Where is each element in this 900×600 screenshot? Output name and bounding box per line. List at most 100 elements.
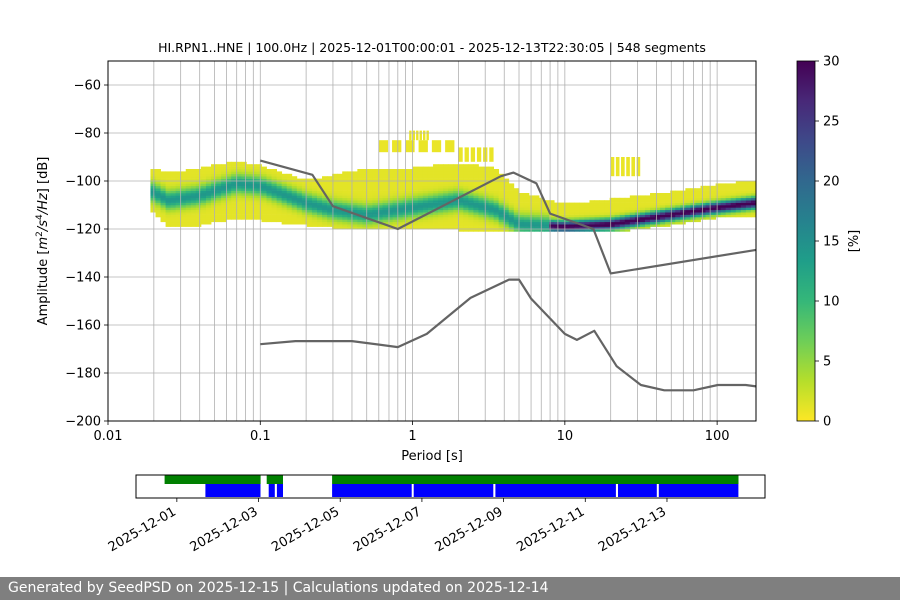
heatmap-cell: [261, 212, 267, 215]
heatmap-cell: [271, 207, 278, 211]
heatmap-cell: [327, 217, 333, 220]
heatmap-cell: [251, 205, 257, 208]
heatmap-cell: [291, 219, 298, 223]
heatmap-cell: [710, 214, 717, 218]
heatmap-cell: [387, 183, 394, 187]
heatmap-cell: [372, 214, 378, 218]
heatmap-cell: [367, 193, 373, 196]
heatmap-cell: [639, 219, 646, 223]
heatmap-cell: [276, 183, 283, 187]
heatmap-cell: [518, 224, 525, 227]
heatmap-cell: [523, 207, 530, 211]
heatmap-cell: [493, 195, 500, 199]
heatmap-cell: [175, 224, 182, 227]
heatmap-cell: [433, 183, 439, 187]
heatmap-cell: [675, 197, 681, 201]
heatmap-cell: [170, 214, 177, 218]
heatmap-cell: [427, 195, 434, 199]
heatmap-cell: [675, 193, 681, 196]
heatmap-cell: [503, 205, 510, 208]
heatmap-cell: [528, 197, 535, 201]
heatmap-cell: [190, 217, 197, 220]
heatmap-cell: [407, 224, 414, 227]
heatmap-cell: [306, 190, 313, 194]
heatmap-cell: [695, 193, 701, 196]
heatmap-cell: [170, 188, 177, 191]
heatmap-cell: [438, 183, 444, 187]
heatmap-cell: [155, 195, 161, 199]
heatmap-cell: [508, 219, 515, 223]
heatmap-cell: [211, 217, 217, 220]
heatmap-cell: [478, 173, 484, 177]
heatmap-cell: [397, 219, 404, 223]
heatmap-cell: [190, 178, 197, 182]
heatmap-cell: [579, 221, 585, 225]
heatmap-cell: [468, 188, 474, 191]
heatmap-cell: [685, 207, 691, 211]
heatmap-cell: [216, 181, 222, 184]
heatmap-cell: [498, 183, 505, 187]
heatmap-cell: [150, 188, 156, 191]
heatmap-cell: [392, 217, 399, 220]
heatmap-cell: [750, 212, 757, 215]
heatmap-cell: [685, 188, 691, 191]
heatmap-cell: [195, 173, 202, 177]
heatmap-cell: [503, 200, 510, 203]
heatmap-cell: [427, 205, 434, 208]
x-tick-label: 0.1: [250, 429, 271, 444]
heatmap-cell: [433, 221, 439, 225]
heatmap-cell: [412, 209, 419, 213]
heatmap-cell: [675, 200, 681, 203]
heatmap-cell: [231, 193, 237, 196]
heatmap-cell: [200, 205, 207, 208]
heatmap-cell: [291, 214, 298, 218]
heatmap-cell: [468, 200, 474, 203]
heatmap-cell: [463, 200, 469, 203]
heatmap-cell: [544, 209, 550, 213]
heatmap-cell: [443, 214, 449, 218]
heatmap-cell: [327, 185, 333, 189]
heatmap-cell: [695, 190, 701, 194]
heatmap-cell: [478, 190, 484, 194]
heatmap-cell: [730, 212, 737, 215]
heatmap-cell: [554, 207, 560, 211]
heatmap-cell: [594, 207, 600, 211]
heatmap-cell: [604, 224, 611, 227]
heatmap-cell: [417, 200, 424, 203]
heatmap-cell: [251, 190, 257, 194]
heatmap-cell: [488, 195, 494, 199]
heatmap-cell: [347, 183, 353, 187]
heatmap-outlier-cell: [489, 147, 494, 162]
heatmap-cell: [296, 181, 303, 184]
heatmap-cell: [281, 183, 288, 187]
heatmap-cell: [276, 209, 283, 213]
heatmap-cell: [422, 217, 429, 220]
heatmap-cell: [730, 205, 737, 208]
heatmap-cell: [246, 176, 252, 179]
heatmap-cell: [155, 176, 161, 179]
heatmap-cell: [574, 217, 580, 220]
heatmap-cell: [160, 173, 166, 177]
heatmap-cell: [412, 178, 419, 182]
heatmap-cell: [417, 173, 424, 177]
heatmap-cell: [594, 224, 600, 227]
heatmap-cell: [609, 224, 616, 227]
heatmap-cell: [357, 173, 363, 177]
heatmap-cell: [150, 200, 156, 203]
heatmap-cell: [337, 224, 343, 227]
heatmap-cell: [372, 181, 378, 184]
heatmap-cell: [407, 219, 414, 223]
heatmap-cell: [488, 190, 494, 194]
heatmap-cell: [443, 217, 449, 220]
heatmap-cell: [241, 217, 247, 220]
heatmap-cell: [261, 217, 267, 220]
heatmap-cell: [443, 178, 449, 182]
heatmap-cell: [427, 217, 434, 220]
heatmap-cell: [740, 200, 747, 203]
heatmap-cell: [624, 214, 631, 218]
heatmap-cell: [246, 181, 252, 184]
heatmap-cell: [347, 207, 353, 211]
heatmap-cell: [352, 185, 358, 189]
heatmap-cell: [493, 188, 500, 191]
heatmap-cell: [725, 212, 732, 215]
